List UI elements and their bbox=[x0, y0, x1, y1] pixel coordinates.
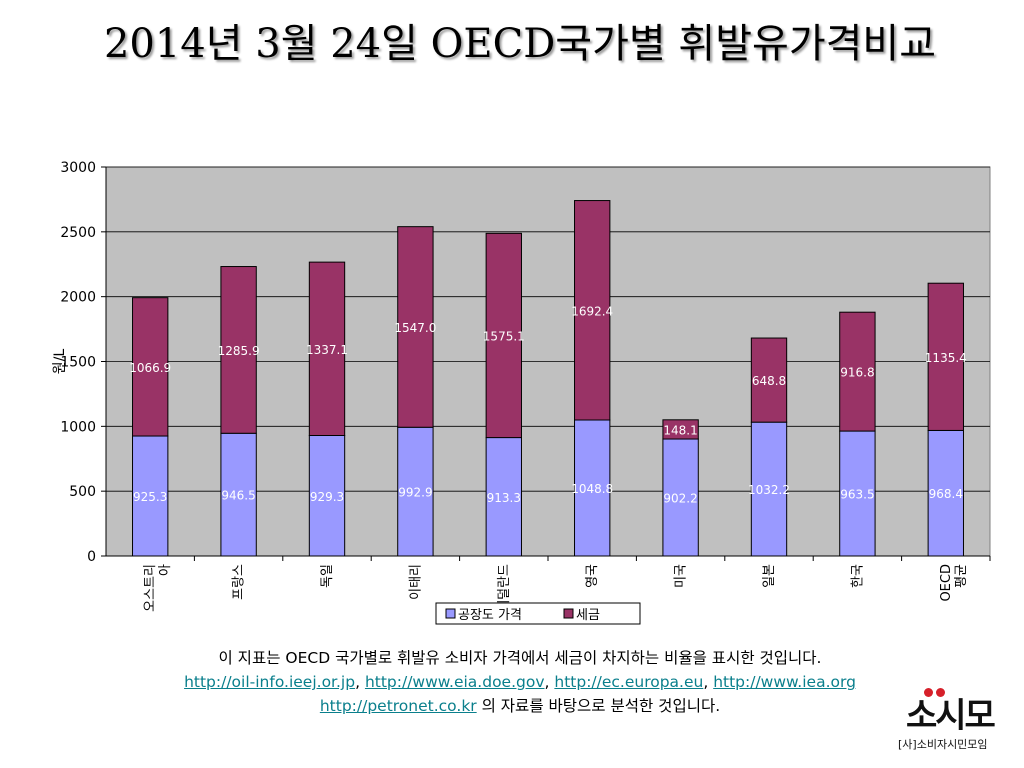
data-label: 648.8 bbox=[752, 374, 786, 388]
bar-factory-price bbox=[220, 432, 257, 557]
bar-tax bbox=[485, 232, 522, 439]
y-tick-label: 500 bbox=[69, 484, 96, 500]
bar-factory-price bbox=[485, 437, 522, 557]
y-tick-label: 3000 bbox=[60, 160, 96, 176]
legend-label: 공장도 가격 bbox=[458, 608, 522, 623]
data-label: 1066.9 bbox=[129, 361, 171, 375]
legend-swatch bbox=[445, 608, 456, 619]
x-tick-label: 네덜란드 bbox=[497, 564, 512, 612]
x-tick-label: 이태리 bbox=[408, 564, 423, 600]
data-label: 913.3 bbox=[487, 491, 521, 505]
x-tick-label: 독일 bbox=[320, 564, 335, 588]
data-label: 1032.2 bbox=[748, 483, 790, 497]
source-link-iea[interactable]: http://www.iea.org bbox=[713, 673, 856, 691]
bar-tax bbox=[750, 337, 788, 423]
bar-tax bbox=[839, 311, 876, 432]
data-label: 916.8 bbox=[840, 366, 874, 380]
logo-subtitle: [사]소비자시민모임 bbox=[898, 738, 988, 751]
x-tick-label: 영국 bbox=[585, 564, 600, 588]
legend-swatch bbox=[563, 608, 574, 619]
data-label: 1135.4 bbox=[925, 351, 967, 365]
y-tick-label: 1000 bbox=[60, 419, 96, 435]
source-link-ieej[interactable]: http://oil-info.ieej.or.jp bbox=[184, 673, 356, 691]
legend-label: 세금 bbox=[576, 608, 600, 623]
data-label: 963.5 bbox=[840, 488, 874, 502]
bar-factory-price bbox=[839, 430, 876, 557]
bar-factory-price bbox=[397, 426, 434, 557]
data-label: 968.4 bbox=[929, 487, 963, 501]
caption-suffix: 의 자료를 바탕으로 분석한 것입니다. bbox=[481, 697, 721, 715]
bar-factory-price bbox=[132, 435, 169, 557]
data-label: 1692.4 bbox=[571, 304, 613, 318]
bar-tax bbox=[132, 297, 169, 437]
data-label: 992.9 bbox=[398, 486, 432, 500]
y-tick-label: 2000 bbox=[60, 290, 96, 306]
y-tick-label: 1500 bbox=[60, 355, 96, 371]
consumers-korea-logo: 소시모 [사]소비자시민모임 bbox=[898, 688, 1016, 762]
bar-factory-price bbox=[750, 421, 788, 557]
source-link-petronet[interactable]: http://petronet.co.kr bbox=[319, 697, 477, 715]
bar-tax bbox=[308, 261, 346, 437]
page-title: 2014년 3월 24일 OECD국가별 휘발유가격비교 bbox=[103, 21, 937, 67]
data-label: 1048.8 bbox=[571, 482, 613, 496]
caption-line-2: http://oil-info.ieej.or.jp, http://www.e… bbox=[184, 673, 856, 691]
source-link-europa[interactable]: http://ec.europa.eu bbox=[554, 673, 704, 691]
caption-line-3: http://petronet.co.kr 의 자료를 바탕으로 분석한 것입니… bbox=[60, 694, 980, 718]
x-tick-label: OECD평균 bbox=[939, 564, 969, 602]
stacked-bar-chart: 0 500 1000 1500 2000 2500 3000 원/L 925.3 1066.9 오스… bbox=[52, 160, 991, 625]
data-label: 902.2 bbox=[663, 492, 697, 506]
bar-factory-price bbox=[308, 435, 346, 557]
x-tick-label: 미국 bbox=[674, 564, 689, 588]
logo-dots bbox=[924, 682, 948, 701]
x-tick-label: 한국 bbox=[850, 564, 865, 588]
data-label: 1575.1 bbox=[483, 329, 525, 343]
legend bbox=[435, 602, 641, 625]
bar-factory-price bbox=[574, 419, 611, 557]
data-label: 946.5 bbox=[221, 489, 255, 503]
y-tick-label: 0 bbox=[87, 549, 96, 565]
data-label: 1547.0 bbox=[394, 321, 436, 335]
bar-tax bbox=[574, 200, 611, 421]
source-link-eia[interactable]: http://www.eia.doe.gov bbox=[364, 673, 545, 691]
y-tick-label: 2500 bbox=[60, 225, 96, 241]
x-tick-label: 오스트리아 bbox=[143, 564, 173, 612]
y-axis-label: 원/L bbox=[52, 349, 68, 375]
x-tick-label: 일본 bbox=[762, 564, 777, 588]
data-label: 148.1 bbox=[663, 423, 697, 437]
caption-line-1: 이 지표는 OECD 국가별로 휘발유 소비자 가격에서 세금이 차지하는 비율… bbox=[218, 649, 822, 667]
data-label: 1285.9 bbox=[218, 344, 260, 358]
data-label: 929.3 bbox=[310, 490, 344, 504]
data-label: 925.3 bbox=[133, 490, 167, 504]
x-tick-label: 프랑스 bbox=[232, 564, 247, 600]
bar-tax bbox=[397, 226, 434, 428]
logo-mark: 소시모 bbox=[906, 696, 996, 736]
bar-factory-price bbox=[927, 429, 964, 557]
bar-tax bbox=[220, 266, 257, 434]
caption: 이 지표는 OECD 국가별로 휘발유 소비자 가격에서 세금이 차지하는 비율… bbox=[60, 646, 980, 718]
data-label: 1337.1 bbox=[306, 343, 348, 357]
bar-tax bbox=[927, 282, 964, 431]
bar-tax bbox=[662, 419, 699, 440]
